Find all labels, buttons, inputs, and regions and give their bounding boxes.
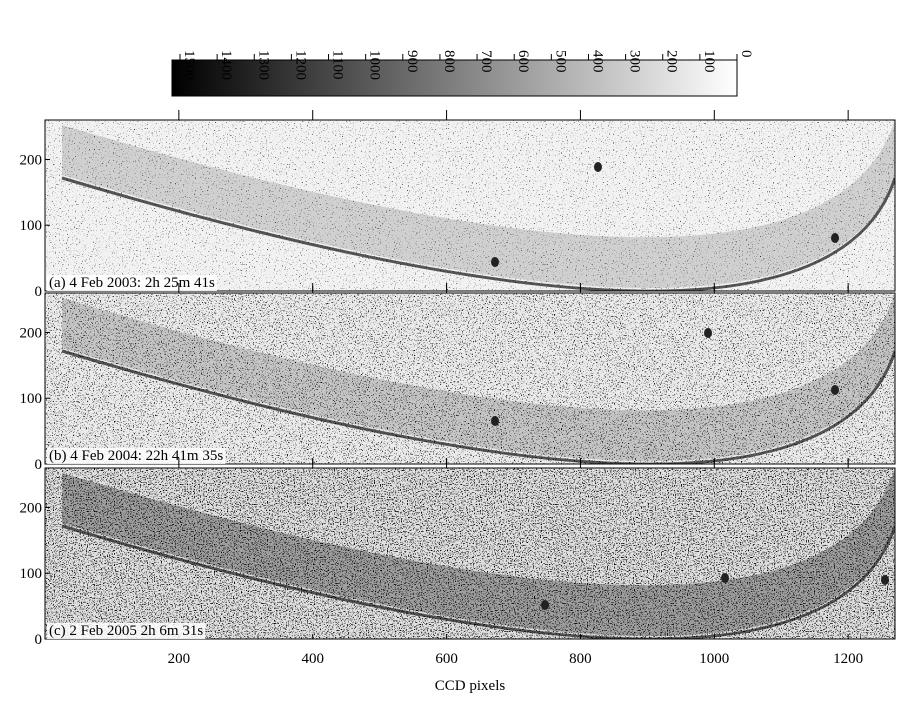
image-panel bbox=[45, 120, 895, 291]
panel-label-bg bbox=[47, 275, 217, 291]
x-tick-label: 600 bbox=[435, 651, 458, 667]
x-tick-label: 1000 bbox=[699, 651, 729, 667]
panel-label: (a) 4 Feb 2003: 2h 25m 41s bbox=[49, 275, 215, 291]
colorbar-tick-label: 0 bbox=[738, 50, 754, 58]
spot bbox=[831, 385, 839, 395]
image-panel bbox=[45, 468, 895, 639]
image bbox=[45, 468, 895, 639]
x-tick-label: 200 bbox=[168, 651, 191, 667]
x-tick-label: 400 bbox=[301, 651, 324, 667]
spot bbox=[491, 416, 499, 426]
image bbox=[45, 120, 895, 291]
colorbar-tick-label: 800 bbox=[441, 50, 457, 73]
colorbar-tick-label: 1500 bbox=[181, 50, 197, 80]
colorbar-tick-label: 500 bbox=[552, 50, 568, 73]
panel-label: (c) 2 Feb 2005 2h 6m 31s bbox=[49, 623, 203, 639]
spot bbox=[594, 162, 602, 172]
y-tick-label: 0 bbox=[35, 457, 43, 473]
colorbar-tick-label: 1000 bbox=[367, 50, 383, 80]
panel-label-bg bbox=[47, 448, 226, 464]
colorbar-tick-label: 700 bbox=[478, 50, 494, 73]
colorbar-tick-label: 900 bbox=[404, 50, 420, 73]
y-tick-label: 100 bbox=[20, 218, 43, 234]
spot bbox=[721, 573, 729, 583]
colorbar-tick-label: 1400 bbox=[218, 50, 234, 80]
y-tick-label: 0 bbox=[35, 632, 43, 648]
y-tick-label: 100 bbox=[20, 566, 43, 582]
colorbar-tick-label: 100 bbox=[701, 50, 717, 73]
spot bbox=[491, 257, 499, 267]
colorbar bbox=[171, 59, 738, 97]
image-panel bbox=[45, 293, 895, 464]
spot bbox=[541, 600, 549, 610]
y-tick-label: 200 bbox=[20, 325, 43, 341]
panel-label: (b) 4 Feb 2004: 22h 41m 35s bbox=[49, 448, 223, 464]
panel-frame bbox=[44, 467, 896, 640]
x-axis-label: CCD pixels bbox=[435, 678, 506, 694]
colorbar-tick-label: 400 bbox=[589, 50, 605, 73]
noise bbox=[45, 468, 895, 639]
y-tick-label: 200 bbox=[20, 152, 43, 168]
noise bbox=[45, 293, 895, 464]
colorbar-tick-label: 1200 bbox=[292, 50, 308, 80]
y-tick-label: 0 bbox=[35, 284, 43, 300]
noise bbox=[45, 120, 895, 291]
colorbar-tick-label: 1300 bbox=[255, 50, 271, 80]
y-tick-label: 100 bbox=[20, 391, 43, 407]
colorbar-tick-label: 200 bbox=[664, 50, 680, 73]
y-tick-label: 200 bbox=[20, 500, 43, 516]
colorbar-tick-label: 1100 bbox=[330, 50, 346, 79]
x-tick-label: 800 bbox=[569, 651, 592, 667]
panel-frame bbox=[44, 292, 896, 465]
x-tick-label: 1200 bbox=[833, 651, 863, 667]
panel-frame bbox=[44, 119, 896, 292]
image bbox=[45, 293, 895, 464]
panel-label-bg bbox=[47, 623, 206, 639]
spot bbox=[704, 328, 712, 338]
spot bbox=[881, 575, 889, 585]
spot bbox=[831, 233, 839, 243]
colorbar-tick-label: 300 bbox=[627, 50, 643, 73]
colorbar-tick-label: 600 bbox=[515, 50, 531, 73]
